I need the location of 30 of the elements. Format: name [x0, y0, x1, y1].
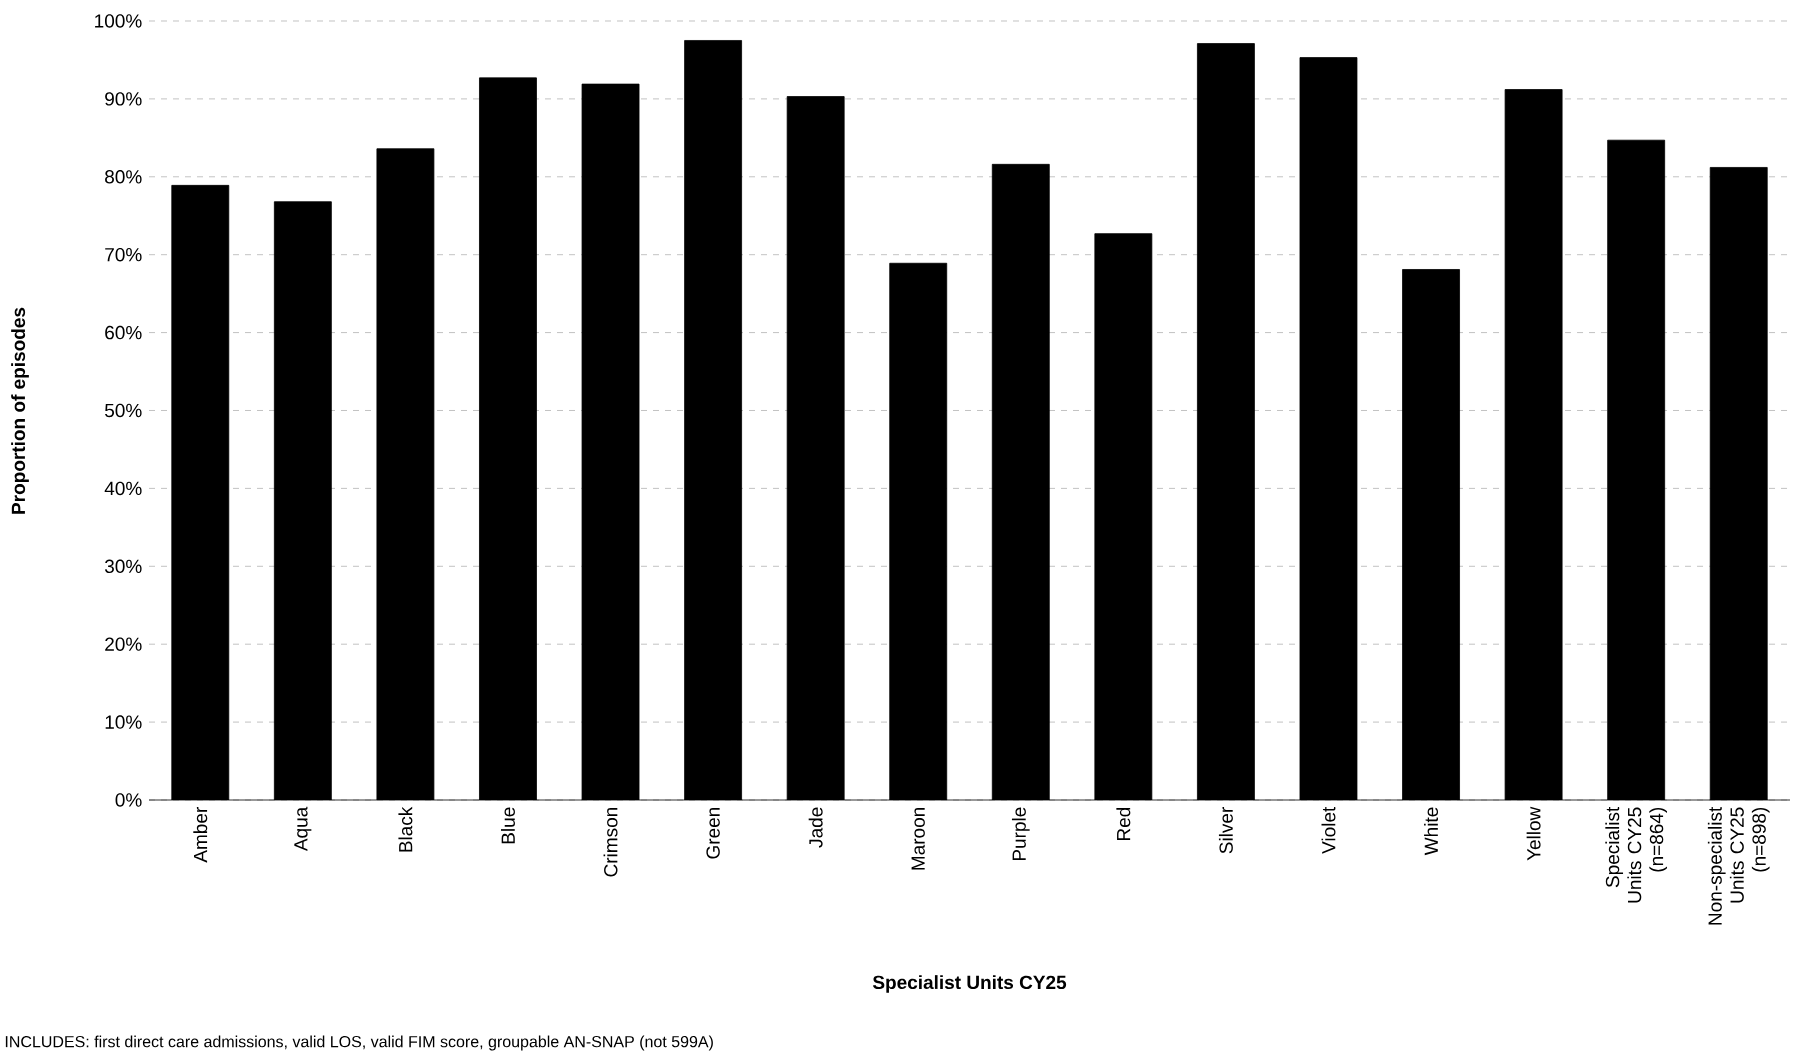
y-tick-label: 80%	[105, 170, 142, 184]
y-tick-label: 50%	[104, 403, 142, 418]
y-tick-label: 40%	[104, 481, 142, 496]
x-axis-title: Specialist Units CY25	[872, 975, 1067, 993]
x-tick-label: Black	[398, 806, 413, 852]
x-tick-label: Specialist Units CY25 (n=864)	[1605, 806, 1668, 903]
x-tick-label: Violet	[1321, 806, 1336, 854]
x-tick-label: Non-specialist Units CY25 (n=898)	[1707, 806, 1770, 925]
y-tick-label: 70%	[105, 247, 142, 262]
x-tick-label: Silver	[1218, 807, 1233, 854]
y-tick-label: 60%	[105, 325, 142, 340]
x-tick-label: Aqua	[294, 806, 312, 852]
y-axis-title: Proportion of episodes	[11, 307, 29, 514]
x-tick-label: Jade	[808, 807, 823, 848]
y-tick-label: 30%	[104, 559, 142, 574]
text: INCLUDES: first direct care admissions, valid LOS, valid FIM score, groupable AN-SNAP (not 599A)	[5, 1035, 713, 1051]
x-tick-label: Red	[1116, 807, 1131, 841]
x-tick-label: White	[1424, 807, 1439, 856]
y-tick-label: 90%	[105, 92, 142, 106]
x-tick-label: Blue	[500, 807, 515, 844]
y-tick-label: 10%	[105, 715, 142, 729]
y-tick-label: 0%	[115, 793, 142, 807]
y-tick-label: 20%	[105, 637, 142, 651]
y-tick-label: 100%	[95, 14, 142, 28]
x-tick-label: Amber	[193, 807, 208, 863]
x-tick-label: Yellow	[1526, 806, 1541, 861]
x-tick-label: Green	[706, 807, 720, 859]
x-tick-label: Purple	[1011, 807, 1030, 861]
x-tick-label: Maroon	[911, 807, 925, 870]
x-tick-label: Crimson	[603, 807, 618, 877]
